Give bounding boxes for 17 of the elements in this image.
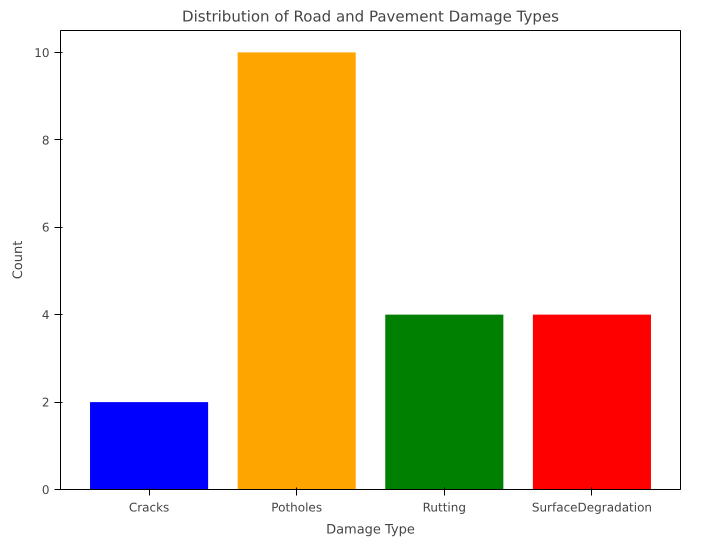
y-tick-label: 2: [42, 396, 50, 410]
bar: [385, 314, 504, 490]
x-tick-label: SurfaceDegradation: [532, 500, 652, 514]
y-tick-label: 8: [42, 133, 50, 148]
bar: [90, 402, 208, 490]
x-tick-label: Potholes: [271, 500, 322, 514]
y-tick-label: 6: [42, 220, 50, 235]
x-tick-label: Cracks: [128, 500, 170, 514]
x-axis-title: Damage Type: [326, 522, 415, 538]
y-tick-label: 10: [34, 46, 50, 60]
bar: [532, 314, 651, 490]
y-axis-title: Count: [11, 240, 26, 280]
x-tick-label: Rutting: [422, 500, 466, 514]
chart-title: Distribution of Road and Pavement Damage Types: [182, 8, 560, 26]
y-tick-label: 4: [42, 308, 50, 322]
y-tick-label: 0: [42, 483, 50, 497]
bar: [238, 52, 356, 490]
